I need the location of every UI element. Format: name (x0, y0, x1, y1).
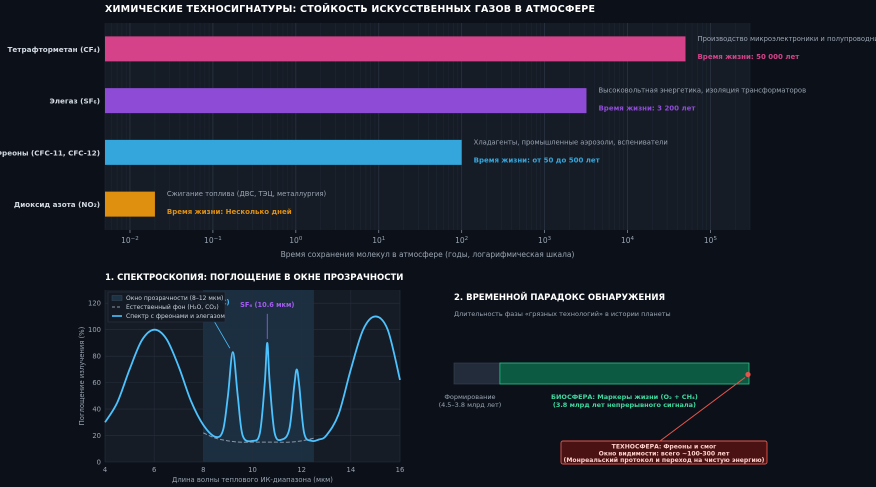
spectrum-title: 1. СПЕКТРОСКОПИЯ: ПОГЛОЩЕНИЕ В ОКНЕ ПРОЗ… (105, 273, 404, 283)
x-tick-label: 103 (538, 236, 552, 245)
bar-category-label: Фреоны (CFC-11, CFC-12) (0, 148, 100, 157)
x-tick-label: 4 (103, 466, 107, 474)
formation-label: Формирование (444, 393, 495, 401)
technosphere-arrow (659, 377, 746, 442)
bar-category-label: Тетрафторметан (CF₄) (8, 45, 100, 54)
x-tick-label: 10−1 (204, 236, 222, 245)
bar-lifetime-label: Время жизни: 3 200 лет (598, 105, 696, 113)
timeline-biosphere-segment (499, 362, 750, 385)
bar (105, 191, 155, 217)
main-title: ХИМИЧЕСКИЕ ТЕХНОСИГНАТУРЫ: СТОЙКОСТЬ ИСК… (105, 4, 596, 15)
bar-category-label: Диоксид азота (NO₂) (14, 200, 100, 209)
technosphere-marker (745, 371, 751, 378)
x-tick-label: 8 (201, 466, 205, 474)
x-tick-label: 16 (396, 466, 405, 474)
annotation-sf6: SF₆ (10.6 мкм) (240, 301, 294, 309)
x-tick-label: 100 (289, 236, 303, 245)
y-axis-label: Поглощение излучения (%) (78, 326, 86, 425)
series-line-spectrum (104, 315, 401, 443)
bar (105, 88, 587, 114)
x-axis-label: Длина волны теплового ИК-диапазона (мкм) (172, 476, 333, 484)
bar-usage-label: Производство микроэлектроники и полупров… (697, 35, 876, 43)
spectrum-chart: 0 20 40 60 80 100 120 4 6 8 10 12 14 16 Длина волны те… (0, 285, 420, 487)
y-tick-label: 20 (92, 432, 101, 440)
timeline-chart-svg: Формирование(4.5–3.8 млрд лет) БИОСФЕРА: … (439, 362, 768, 465)
legend-label-background: Естественный фон (H₂O, CO₂) (126, 304, 219, 311)
timeline-title: 2. ВРЕМЕННОЙ ПАРАДОКС ОБНАРУЖЕНИЯ (454, 293, 666, 303)
bar-category-label: Элегаз (SF₆) (49, 97, 100, 106)
technosphere-line2: Окно видимости: всего ~100-300 лет (599, 451, 730, 458)
y-tick-label: 120 (88, 300, 101, 308)
bar-usage-label: Высоковольтная энергетика, изоляция тран… (598, 87, 806, 95)
technosphere-line1: ТЕХНОСФЕРА: Фреоны и смог (612, 444, 717, 451)
bar-lifetime-label: Время жизни: от 50 до 500 лет (474, 156, 601, 164)
legend-swatch-window (111, 295, 123, 301)
x-tick-label: 101 (372, 236, 385, 245)
bar (105, 36, 686, 62)
legend-box (107, 291, 226, 323)
bar-lifetime-label: Время жизни: Несколько дней (167, 208, 292, 216)
formation-sublabel: (4.5–3.8 млрд лет) (439, 401, 502, 409)
series-line-background (203, 432, 315, 443)
x-tick-label: 6 (152, 466, 156, 474)
legend-label-window: Окно прозрачности (8–12 мкм) (126, 295, 223, 302)
lifetime-chart-svg: 10−2 10−1 100 101 102 103 104 105 Время сохранен… (0, 23, 876, 259)
lifetime-chart: 10−2 10−1 100 101 102 103 104 105 Время сохранен… (0, 16, 876, 260)
x-tick-label: 10−2 (121, 236, 139, 245)
spectrum-chart-svg: 0 20 40 60 80 100 120 4 6 8 10 12 14 16 Длина волны те… (78, 290, 405, 484)
timeline-subtitle: Длительность фазы «грязных технологий» в… (454, 310, 671, 318)
biosphere-label: БИОСФЕРА: Маркеры жизни (O₂ + CH₄) (551, 393, 698, 401)
bar-lifetime-label: Время жизни: 50 000 лет (697, 53, 800, 61)
x-tick-label: 102 (455, 236, 468, 245)
x-axis-label: Время сохранения молекул в атмосфере (го… (281, 250, 575, 259)
x-tick-label: 105 (704, 236, 718, 245)
bar (105, 139, 462, 165)
timeline-formation-segment (453, 362, 501, 385)
x-tick-label: 14 (347, 466, 356, 474)
technosphere-box (560, 440, 768, 465)
technosphere-line3: (Монреальский протокол и переход на чист… (564, 456, 765, 464)
y-tick-label: 40 (92, 406, 101, 414)
biosphere-sublabel: (3.8 млрд лет непрерывного сигнала) (553, 401, 696, 409)
x-tick-label: 104 (621, 236, 635, 245)
x-tick-label: 12 (297, 466, 306, 474)
x-tick-label: 10 (248, 466, 257, 474)
legend-label-spectrum: Спектр с фреонами и элегазом (126, 313, 225, 320)
y-tick-label: 100 (88, 326, 101, 334)
y-tick-label: 80 (92, 353, 101, 361)
timeline-chart: Формирование (4.5–3.8 млрд лет) БИОСФЕРА: … (420, 320, 876, 487)
y-tick-label: 0 (97, 459, 101, 467)
bar-usage-label: Хладагенты, промышленные аэрозоли, вспен… (474, 138, 668, 146)
y-tick-label: 60 (92, 379, 101, 387)
bar-usage-label: Сжигание топлива (ДВС, ТЭЦ, металлургия) (167, 190, 327, 198)
